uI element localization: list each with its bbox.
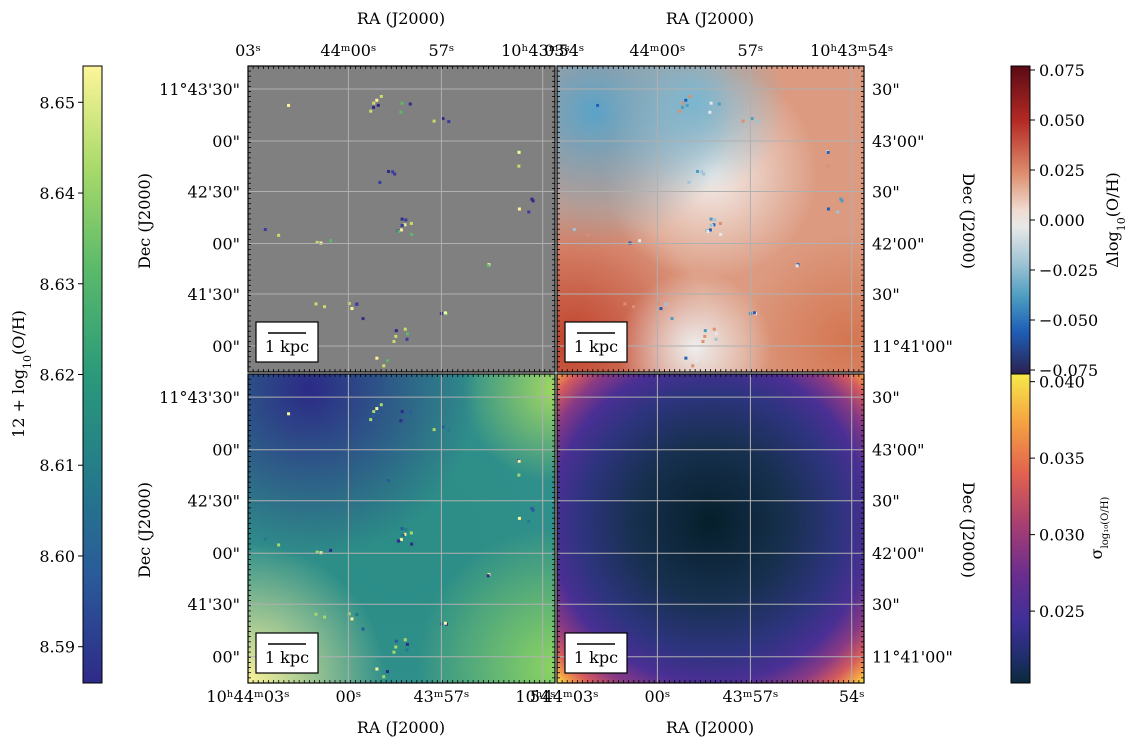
y-tick-label: 41'30" bbox=[188, 595, 240, 614]
x-tick-label: 43ᵐ57ˢ bbox=[413, 687, 469, 706]
y-tick-label: 41'30" bbox=[188, 285, 240, 304]
axis-label-right-top: Dec (J2000) bbox=[959, 173, 978, 269]
colorbar-oh-ticks: 8.65 8.64 8.63 8.62 8.61 8.60 8.59 bbox=[39, 93, 83, 657]
y-tick-label: 11°43'30" bbox=[159, 80, 240, 99]
y-tick-label: 00" bbox=[212, 337, 240, 356]
x-tick-label: 43ᵐ57ˢ bbox=[722, 687, 778, 706]
y-tick-label: 11°41'00" bbox=[872, 337, 953, 356]
y-tick-label: 30" bbox=[872, 182, 900, 201]
spaxels-top-left bbox=[263, 94, 535, 368]
panel-frames bbox=[247, 65, 865, 684]
x-tick-label: 10ʰ43ᵐ54ˢ bbox=[810, 41, 893, 60]
scale-bar: 1 kpc bbox=[255, 321, 319, 363]
axis-label-top-right: RA (J2000) bbox=[666, 9, 754, 28]
axis-tick-labels: 03ˢ 44ᵐ00ˢ 57ˢ 10ʰ43ᵐ54ˢ 11°43'30" 00" 42'30" 0… bbox=[159, 41, 953, 706]
y-tick-label: 43'00" bbox=[872, 441, 924, 460]
axis-label-right-bottom: Dec (J2000) bbox=[959, 482, 978, 578]
panel-bottom-right bbox=[557, 374, 864, 683]
y-tick-label: 42'30" bbox=[188, 492, 240, 511]
spaxels-top-right bbox=[572, 94, 844, 368]
spaxels-bottom-left bbox=[263, 403, 535, 679]
scale-bar-label: 1 kpc bbox=[265, 648, 309, 667]
y-tick-label: 11°41'00" bbox=[872, 648, 953, 667]
colorbar-oh: 8.65 8.64 8.63 8.62 8.61 8.60 8.59 12 + log10(… bbox=[9, 65, 103, 684]
panel-bottom-right-map bbox=[557, 374, 864, 683]
colorbar-tick-label: −0.075 bbox=[1039, 361, 1098, 380]
colorbar-tick-label: 0.075 bbox=[1039, 61, 1085, 80]
colorbar-tick-label: 8.60 bbox=[39, 547, 75, 566]
panel-top-left bbox=[248, 66, 555, 372]
x-tick-label: 10ʰ44ᵐ03ˢ bbox=[515, 687, 598, 706]
colorbar-tick-label: 8.63 bbox=[39, 275, 75, 294]
x-tick-label: 03ˢ bbox=[235, 41, 261, 60]
y-tick-label: 11°43'30" bbox=[159, 388, 240, 407]
colorbar-tick-label: 0.040 bbox=[1039, 373, 1085, 392]
colorbar-residual-bar bbox=[1010, 65, 1031, 375]
colorbar-tick-label: 0.050 bbox=[1039, 111, 1085, 130]
scale-bar-label: 1 kpc bbox=[265, 337, 309, 356]
panel-bottom-left bbox=[248, 374, 555, 683]
scale-bars: 1 kpc 1 kpc 1 kpc 1 kpc bbox=[255, 321, 628, 674]
colorbar-tick-label: 0.000 bbox=[1039, 211, 1085, 230]
axis-label-left-top: Dec (J2000) bbox=[135, 173, 154, 269]
colorbar-tick-label: 8.65 bbox=[39, 93, 75, 112]
axis-label-top-left: RA (J2000) bbox=[357, 9, 445, 28]
colorbar-residual-ticks: 0.075 0.050 0.025 0.000 −0.025 −0.050 −0.075 bbox=[1030, 61, 1098, 380]
y-tick-label: 30" bbox=[872, 595, 900, 614]
y-tick-label: 30" bbox=[872, 285, 900, 304]
x-tick-label: 44ᵐ00ˢ bbox=[629, 41, 685, 60]
x-tick-label: 57ˢ bbox=[738, 41, 764, 60]
colorbar-oh-bar bbox=[82, 65, 103, 684]
colorbar-tick-label: −0.025 bbox=[1039, 261, 1098, 280]
axis-label-left-bottom: Dec (J2000) bbox=[135, 482, 154, 578]
colorbar-sigma-bar bbox=[1010, 373, 1031, 684]
y-tick-label: 30" bbox=[872, 80, 900, 99]
x-tick-label: 54ˢ bbox=[839, 687, 865, 706]
colorbar-sigma: 0.040 0.035 0.030 0.025 σlog₁₀(O/H) bbox=[1010, 373, 1111, 684]
colorbar-tick-label: 8.62 bbox=[39, 366, 75, 385]
x-tick-label: 54ˢ bbox=[530, 687, 556, 706]
panel-top-right bbox=[557, 66, 864, 372]
colorbar-tick-label: 8.64 bbox=[39, 184, 75, 203]
colorbar-sigma-ticks: 0.040 0.035 0.030 0.025 bbox=[1030, 373, 1085, 621]
scale-bar: 1 kpc bbox=[564, 632, 628, 674]
y-tick-label: 30" bbox=[872, 388, 900, 407]
y-tick-label: 42'30" bbox=[188, 182, 240, 201]
colorbar-sigma-label: σlog₁₀(O/H) bbox=[1087, 497, 1111, 560]
y-tick-label: 00" bbox=[212, 648, 240, 667]
axis-label-bottom-right: RA (J2000) bbox=[666, 718, 754, 737]
scale-bar-label: 1 kpc bbox=[574, 337, 618, 356]
scale-bar-label: 1 kpc bbox=[574, 648, 618, 667]
grid-lines bbox=[248, 66, 864, 683]
y-tick-label: 00" bbox=[212, 441, 240, 460]
x-tick-label: 00ˢ bbox=[336, 687, 362, 706]
colorbar-tick-label: 0.025 bbox=[1039, 602, 1085, 621]
colorbar-tick-label: 8.61 bbox=[39, 456, 75, 475]
colorbar-tick-label: 8.59 bbox=[39, 638, 75, 657]
colorbar-tick-label: 0.030 bbox=[1039, 526, 1085, 545]
colorbar-oh-label: 12 + log10(O/H) bbox=[9, 310, 34, 438]
x-tick-label: 57ˢ bbox=[429, 41, 455, 60]
y-tick-label: 42'00" bbox=[872, 234, 924, 253]
y-tick-label: 00" bbox=[212, 544, 240, 563]
x-tick-label: 10ʰ44ᵐ03ˢ bbox=[206, 687, 289, 706]
y-tick-label: 30" bbox=[872, 492, 900, 511]
x-tick-label: 00ˢ bbox=[645, 687, 671, 706]
y-tick-label: 42'00" bbox=[872, 544, 924, 563]
colorbar-tick-label: 0.025 bbox=[1039, 161, 1085, 180]
colorbar-residual-label: Δlog10(O/H) bbox=[1103, 172, 1128, 268]
colorbar-tick-label: 0.035 bbox=[1039, 449, 1085, 468]
axis-label-bottom-left: RA (J2000) bbox=[357, 718, 445, 737]
colorbar-residual: 0.075 0.050 0.025 0.000 −0.025 −0.050 −0.075 Δ… bbox=[1010, 61, 1128, 380]
x-tick-label: 10ʰ43ᵐ54ˢ bbox=[501, 41, 584, 60]
x-tick-label: 03ˢ bbox=[544, 41, 570, 60]
scale-bar: 1 kpc bbox=[255, 632, 319, 674]
y-tick-label: 00" bbox=[212, 234, 240, 253]
x-tick-label: 44ᵐ00ˢ bbox=[320, 41, 376, 60]
y-tick-label: 43'00" bbox=[872, 132, 924, 151]
scale-bar: 1 kpc bbox=[564, 321, 628, 363]
y-tick-label: 00" bbox=[212, 132, 240, 151]
colorbar-tick-label: −0.050 bbox=[1039, 311, 1098, 330]
